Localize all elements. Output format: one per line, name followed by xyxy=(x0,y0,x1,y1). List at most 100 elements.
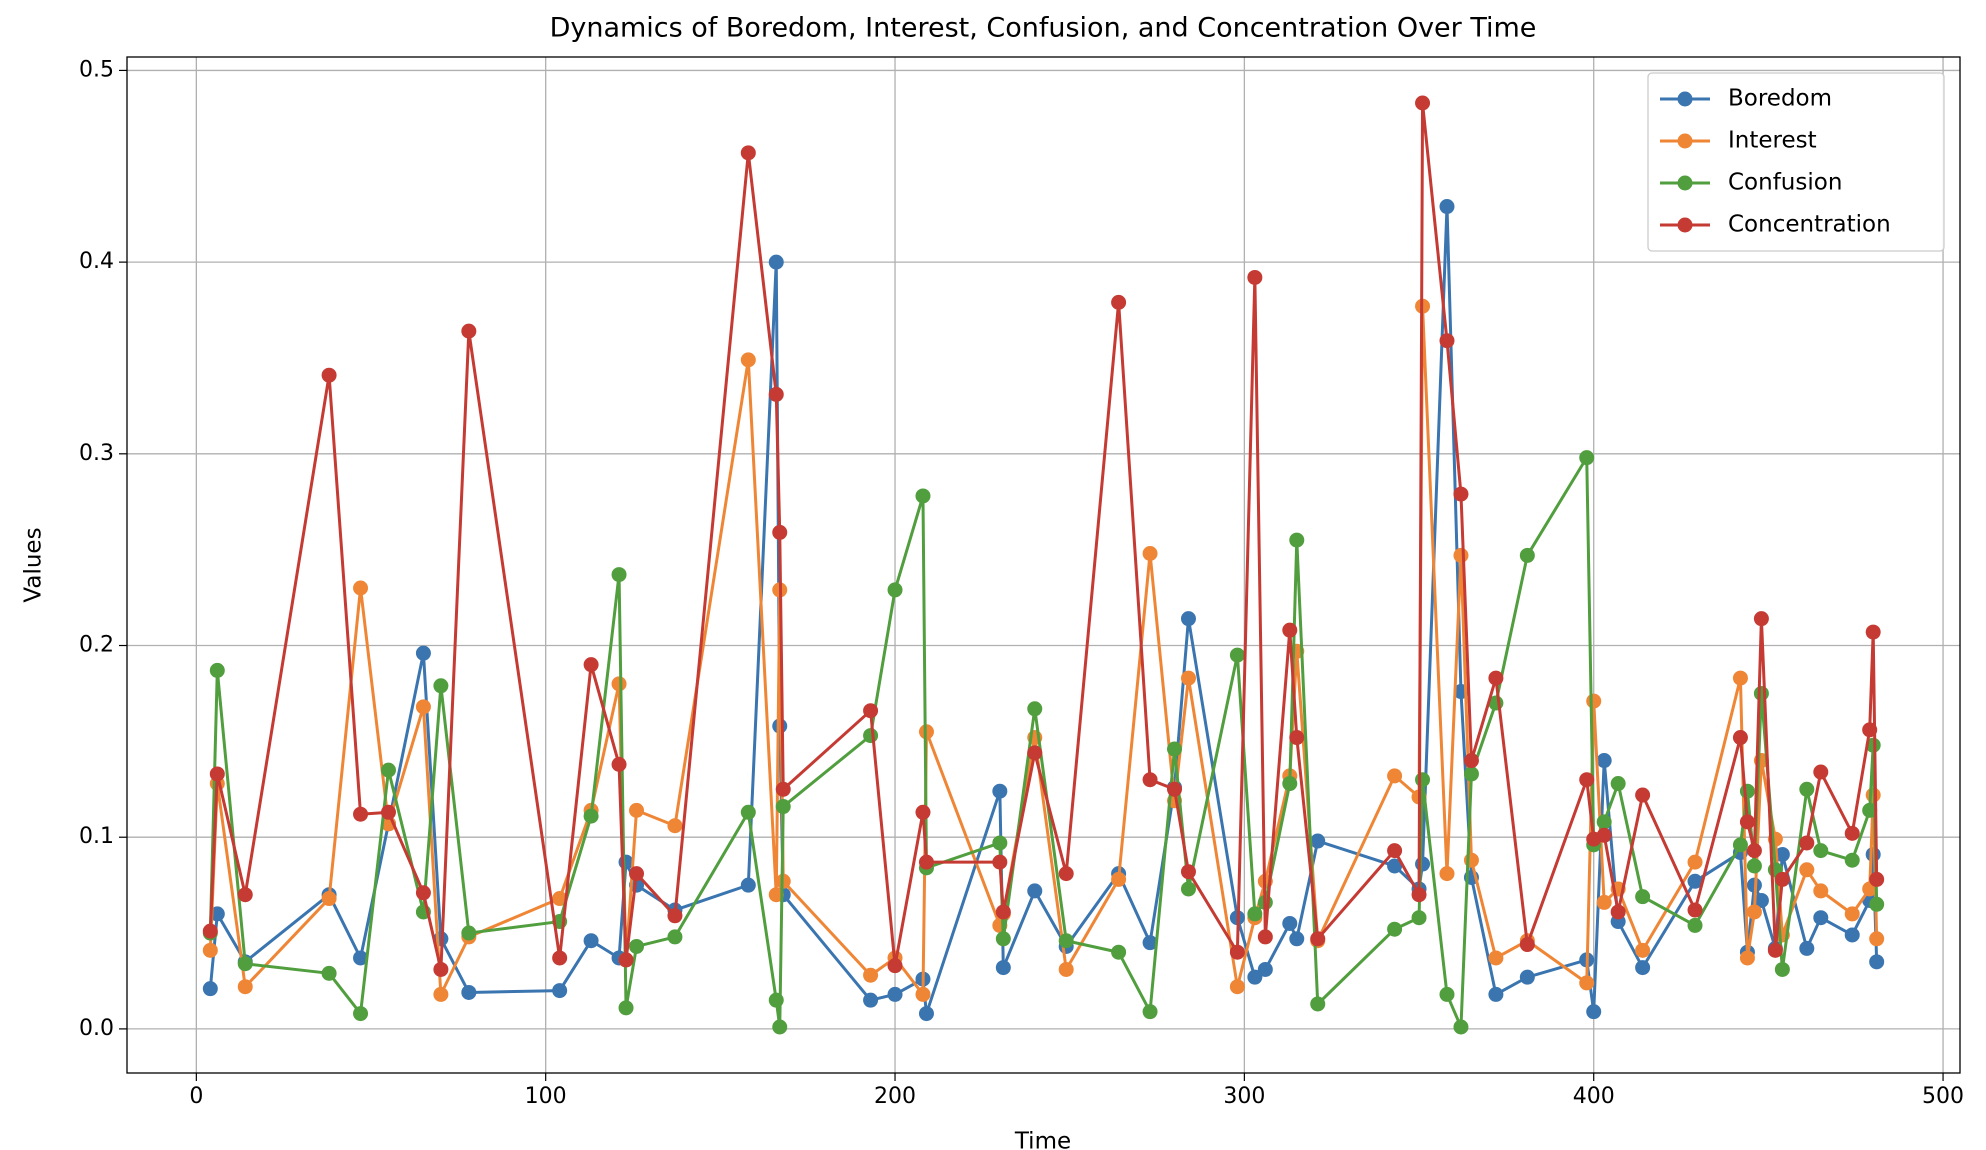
point xyxy=(1058,866,1074,882)
point xyxy=(353,950,369,966)
point xyxy=(237,887,253,903)
point xyxy=(1774,846,1790,862)
point xyxy=(1142,545,1158,561)
point xyxy=(1488,986,1504,1002)
point xyxy=(775,781,791,797)
point xyxy=(1753,892,1769,908)
point xyxy=(740,877,756,893)
point xyxy=(433,986,449,1002)
point xyxy=(1610,904,1626,920)
point xyxy=(1387,768,1403,784)
y-tick-label: 0.3 xyxy=(79,441,114,466)
point xyxy=(1167,781,1183,797)
point xyxy=(321,367,337,383)
point xyxy=(461,984,477,1000)
point xyxy=(1732,837,1748,853)
point xyxy=(1746,843,1762,859)
point xyxy=(740,804,756,820)
point xyxy=(1732,730,1748,746)
point xyxy=(1767,942,1783,958)
point xyxy=(1027,745,1043,761)
series xyxy=(202,95,1885,977)
point xyxy=(1439,986,1455,1002)
point xyxy=(1687,854,1703,870)
point xyxy=(1739,950,1755,966)
point xyxy=(583,657,599,673)
point xyxy=(918,1006,934,1022)
point xyxy=(995,904,1011,920)
point xyxy=(1586,1004,1602,1020)
point xyxy=(1746,858,1762,874)
point xyxy=(1387,858,1403,874)
point xyxy=(1453,486,1469,502)
point xyxy=(1596,753,1612,769)
y-tick-label: 0.5 xyxy=(79,57,114,82)
point xyxy=(611,567,627,583)
point xyxy=(353,580,369,596)
point xyxy=(1229,944,1245,960)
point xyxy=(1439,866,1455,882)
point xyxy=(1774,961,1790,977)
point xyxy=(1289,931,1305,947)
point xyxy=(1862,802,1878,818)
point xyxy=(202,942,218,958)
legend-box xyxy=(1647,72,1945,252)
line xyxy=(208,101,1879,971)
point xyxy=(415,885,431,901)
point xyxy=(1753,685,1769,701)
point xyxy=(1635,787,1651,803)
point xyxy=(1411,910,1427,926)
point xyxy=(209,906,225,922)
point xyxy=(1519,937,1535,953)
x-tick-label: 0 xyxy=(189,1084,203,1109)
point xyxy=(1229,647,1245,663)
point xyxy=(202,923,218,939)
point xyxy=(321,965,337,981)
point xyxy=(887,958,903,974)
point xyxy=(1257,961,1273,977)
point xyxy=(1167,741,1183,757)
point xyxy=(1111,944,1127,960)
point xyxy=(1610,776,1626,792)
legend-marker xyxy=(1677,217,1693,233)
point xyxy=(1453,547,1469,563)
point xyxy=(667,908,683,924)
point xyxy=(1282,776,1298,792)
point xyxy=(1282,622,1298,638)
point xyxy=(1111,294,1127,310)
point xyxy=(380,804,396,820)
point xyxy=(1310,996,1326,1012)
point xyxy=(995,931,1011,947)
point xyxy=(1865,737,1881,753)
point xyxy=(992,783,1008,799)
point xyxy=(209,766,225,782)
point xyxy=(1862,722,1878,738)
point xyxy=(1579,975,1595,991)
point xyxy=(1799,940,1815,956)
point xyxy=(768,254,784,270)
point xyxy=(863,703,879,719)
point xyxy=(583,808,599,824)
line xyxy=(208,304,1879,996)
point xyxy=(1463,753,1479,769)
point xyxy=(1813,910,1829,926)
point xyxy=(915,986,931,1002)
point xyxy=(353,806,369,822)
point xyxy=(1439,199,1455,215)
point xyxy=(433,961,449,977)
point xyxy=(461,323,477,339)
point xyxy=(1687,917,1703,933)
point xyxy=(1687,873,1703,889)
point xyxy=(1596,827,1612,843)
point xyxy=(863,728,879,744)
point xyxy=(1415,772,1431,788)
point xyxy=(1488,670,1504,686)
point xyxy=(380,762,396,778)
point xyxy=(461,925,477,941)
point xyxy=(1579,450,1595,466)
point xyxy=(1058,933,1074,949)
point xyxy=(1586,693,1602,709)
point xyxy=(1142,935,1158,951)
point xyxy=(1247,969,1263,985)
